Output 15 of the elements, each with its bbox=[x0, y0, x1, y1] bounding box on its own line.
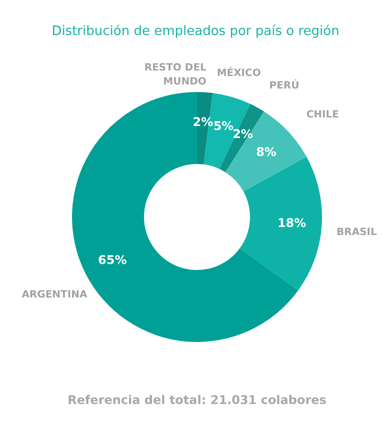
data-label: 8% bbox=[256, 144, 276, 159]
slice-label: PERÚ bbox=[269, 78, 300, 92]
data-label: 65% bbox=[98, 253, 127, 268]
donut-slice bbox=[240, 156, 322, 290]
slice-label: ARGENTINA bbox=[22, 290, 88, 301]
slice-label: BRASIL bbox=[336, 227, 378, 238]
data-label: 2% bbox=[232, 126, 253, 141]
chart-title: Distribución de empleados por país o región bbox=[52, 24, 340, 39]
slice-label: CHILE bbox=[306, 109, 340, 120]
data-label: 18% bbox=[277, 216, 306, 230]
slice-label: MÉXICO bbox=[216, 66, 261, 79]
text: Referencia del total: 21.031 colabores bbox=[68, 393, 326, 407]
data-label: 2% bbox=[192, 115, 214, 130]
slice-label: RESTO DEL MUNDO bbox=[144, 62, 208, 88]
data-label: 5% bbox=[213, 118, 234, 133]
